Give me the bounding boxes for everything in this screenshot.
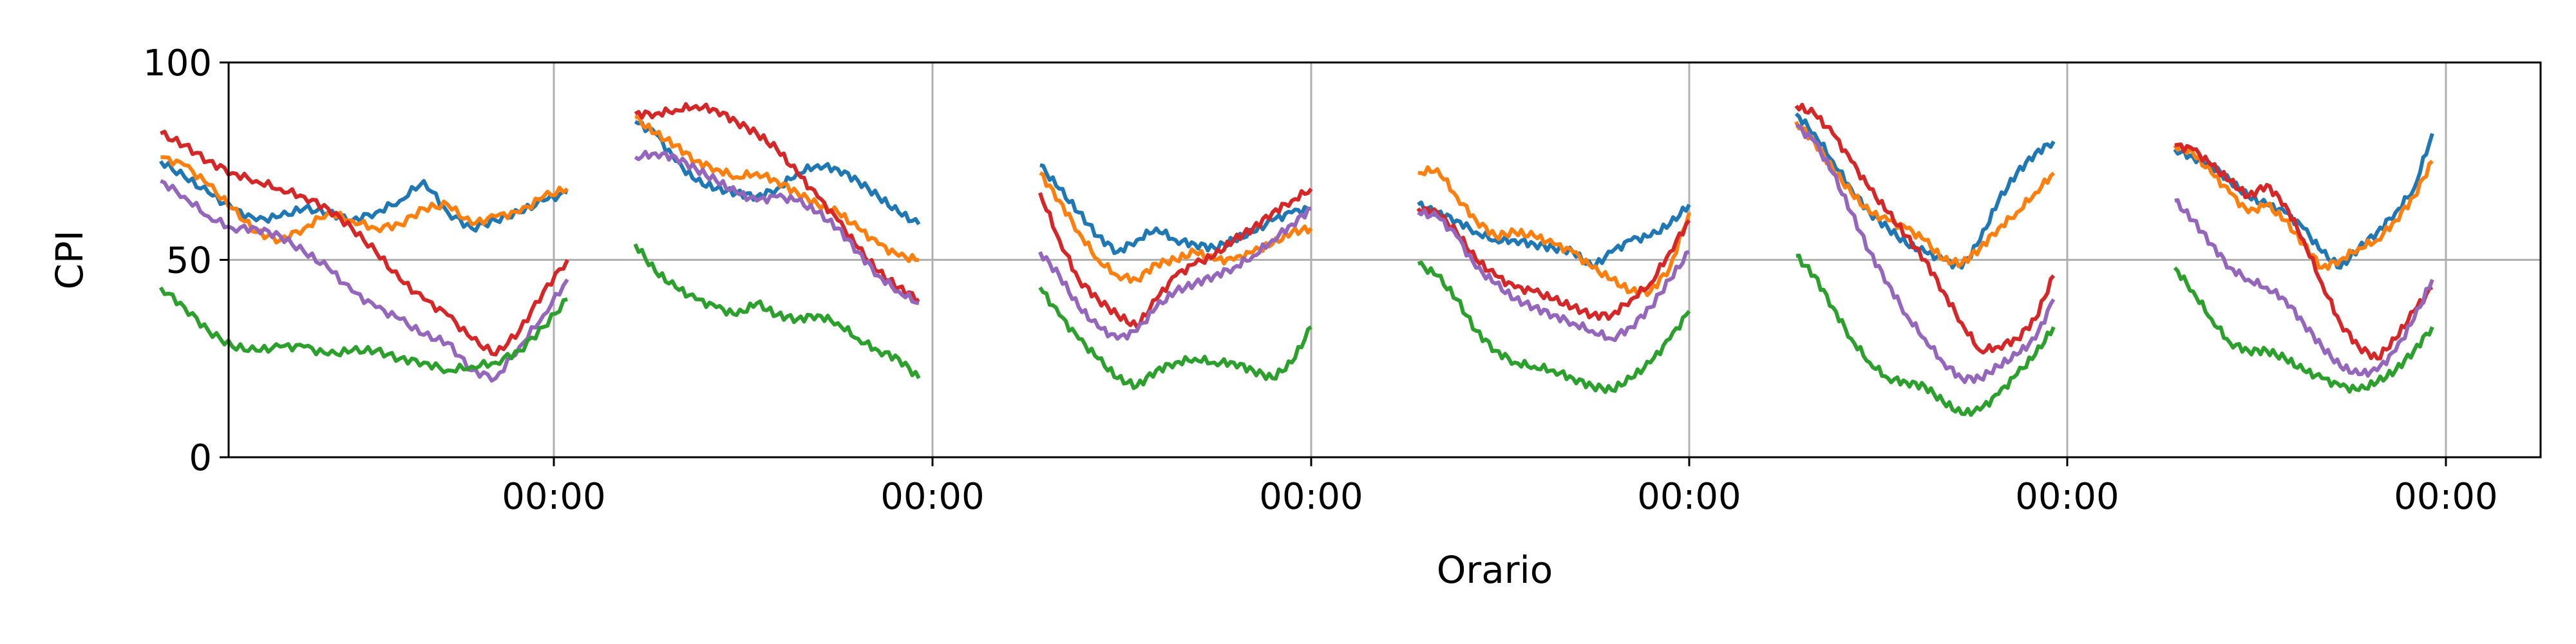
series-line <box>1794 102 2056 355</box>
series-line <box>1795 253 2056 417</box>
series-line <box>634 102 920 303</box>
series-line <box>634 115 920 263</box>
series-line <box>160 129 569 357</box>
series-line <box>634 120 921 225</box>
series-line <box>633 243 921 379</box>
series-line <box>2173 266 2434 394</box>
series-line <box>1038 187 1313 329</box>
series-line <box>1417 165 1691 298</box>
x-tick-label: 00:00 <box>502 476 605 518</box>
x-tick-label: 00:00 <box>880 476 984 518</box>
x-tick-label: 00:00 <box>2394 476 2497 518</box>
y-axis-label: CPI <box>48 230 91 290</box>
series-line <box>634 149 920 305</box>
x-tick-label: 00:00 <box>1259 476 1363 518</box>
x-axis-ticks: 00:00 00:00 00:00 00:00 00:00 00:00 <box>502 457 2498 518</box>
series-line <box>160 155 569 245</box>
series-line <box>1038 206 1312 341</box>
series-line <box>1417 260 1691 394</box>
x-tick-label: 00:00 <box>2015 476 2119 518</box>
series-line <box>1795 124 2056 384</box>
y-tick-label: 50 <box>166 240 212 282</box>
y-tick-label: 100 <box>143 43 212 84</box>
series-line <box>1794 120 2056 269</box>
y-axis-ticks: 0 50 100 <box>143 43 229 479</box>
series-line <box>1794 112 2056 270</box>
grid-lines <box>229 61 2541 459</box>
series-line <box>1039 171 1313 284</box>
x-tick-label: 00:00 <box>1637 476 1741 518</box>
y-tick-label: 0 <box>189 437 212 479</box>
series-line <box>1417 208 1690 343</box>
series-line <box>1038 286 1312 390</box>
series-line <box>2174 198 2434 378</box>
series-line <box>1416 205 1691 321</box>
series-line <box>2174 142 2434 361</box>
series-line <box>1039 163 1312 256</box>
series-line <box>1417 200 1691 270</box>
x-axis-label: Orario <box>1437 548 1553 592</box>
